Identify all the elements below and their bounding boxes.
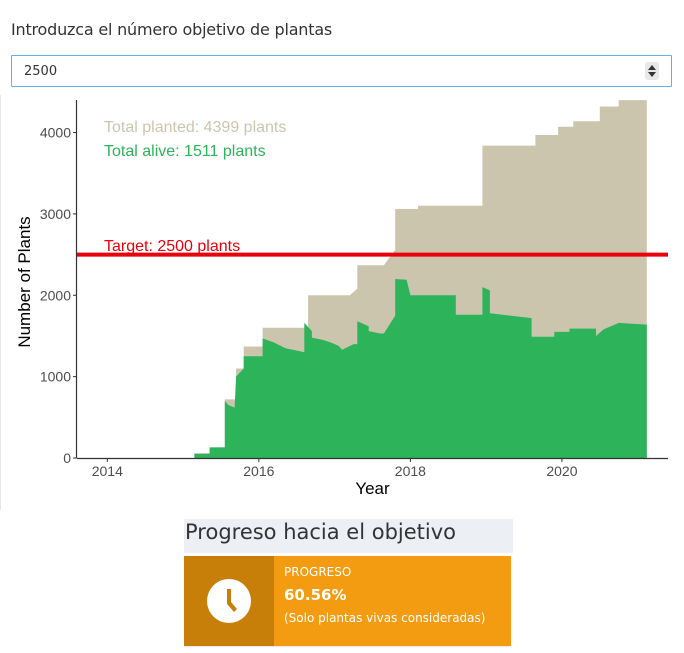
spinner-down-icon[interactable] [648,72,656,77]
info-box-value: 60.56% [284,586,347,604]
panel-left-rule [0,95,1,510]
annotation-target: Target: 2500 plants [104,238,240,255]
target-number-input[interactable]: 2500 [11,55,672,87]
y-tick-label: 2000 [40,287,71,303]
info-box-content: PROGRESO 60.56% (Solo plantas vivas cons… [274,556,495,646]
y-ticks: 0 1000 2000 3000 4000 [40,125,77,466]
x-tick-label: 2014 [92,463,123,479]
info-box-subtitle: (Solo plantas vivas consideradas) [284,611,486,625]
y-tick-label: 4000 [40,125,71,141]
y-tick-label: 1000 [40,369,71,385]
info-box-icon-area [184,556,274,646]
x-ticks: 2014 2016 2018 2020 [92,458,578,479]
x-tick-label: 2018 [395,463,426,479]
info-box-label: PROGRESO [284,565,352,579]
annotation-total-planted: Total planted: 4399 plants [104,119,286,136]
target-input-value[interactable]: 2500 [24,63,58,79]
clock-icon [207,579,251,623]
y-tick-label: 3000 [40,206,71,222]
target-input-label: Introduzca el número objetivo de plantas [11,20,333,39]
x-axis-title: Year [355,479,390,498]
spinner-up-icon[interactable] [648,65,656,70]
x-tick-label: 2016 [243,463,274,479]
number-spinner[interactable] [645,62,659,80]
progress-section-title-text: Progreso hacia el objetivo [185,520,457,544]
series-area-alive [194,279,647,458]
plants-chart: 2014 2016 2018 2020 0 1000 2000 3000 4000 Year … [0,95,684,510]
annotation-total-alive: Total alive: 1511 plants [104,143,266,160]
y-axis-title: Number of Plants [15,216,34,347]
x-tick-label: 2020 [546,463,577,479]
progress-info-box: PROGRESO 60.56% (Solo plantas vivas cons… [184,556,511,646]
progress-section-title: Progreso hacia el objetivo [184,519,513,553]
y-tick-label: 0 [63,450,71,466]
